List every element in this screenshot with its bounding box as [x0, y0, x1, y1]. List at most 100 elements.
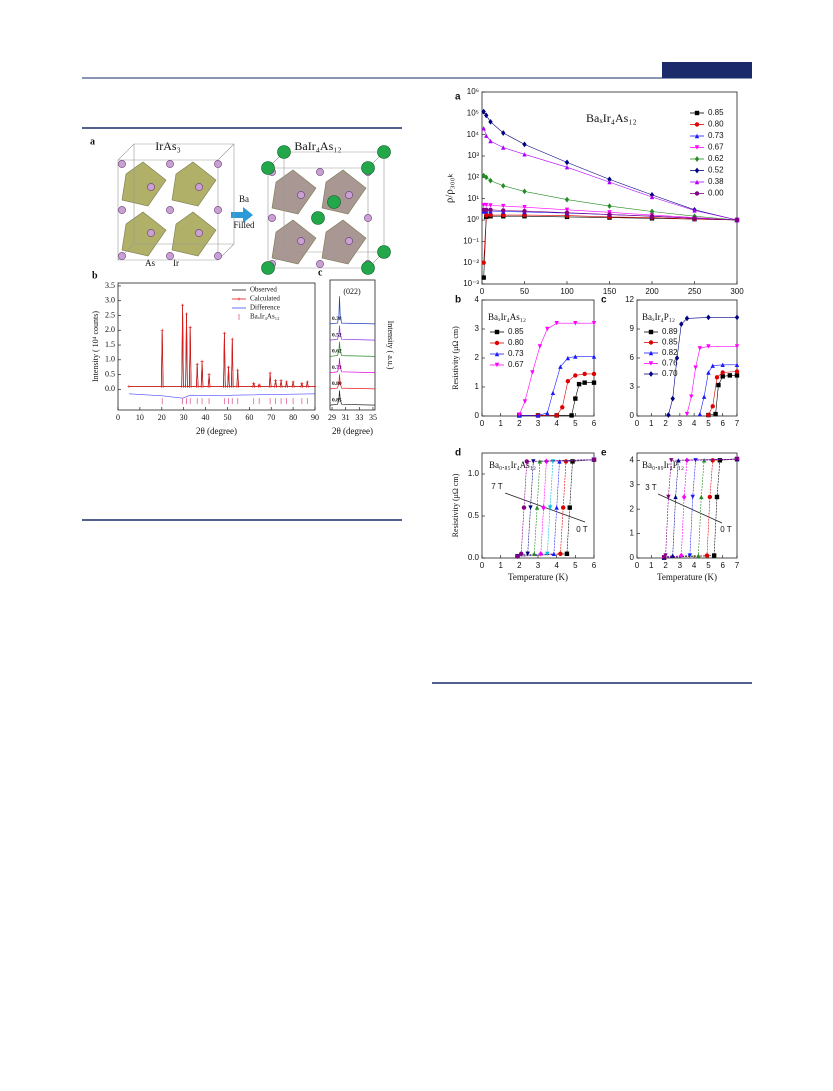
x-tick-label: 50	[223, 413, 231, 422]
marker	[545, 551, 550, 556]
marker	[481, 275, 486, 280]
marker	[607, 210, 612, 215]
marker	[689, 394, 694, 399]
series-line	[483, 175, 738, 221]
x-tick-label: 2	[663, 419, 668, 428]
marker	[547, 505, 553, 510]
x-tick-label: 10	[136, 413, 144, 422]
marker	[693, 365, 698, 370]
legend-marker	[694, 110, 700, 116]
series-line	[128, 305, 315, 387]
atom-ba	[377, 145, 391, 159]
marker	[714, 375, 720, 380]
atom-ba	[327, 195, 341, 209]
atom-as	[297, 237, 305, 245]
marker	[484, 212, 489, 218]
atom-ba	[361, 261, 375, 275]
marker	[545, 326, 550, 332]
marker	[488, 203, 493, 208]
chart-title: BaₓIr₄As₁₂	[488, 312, 526, 322]
marker	[200, 359, 204, 363]
marker	[252, 381, 256, 385]
marker	[522, 399, 528, 404]
marker	[188, 325, 192, 329]
annotation: 0 T	[720, 525, 732, 534]
atom-as	[364, 214, 372, 222]
marker	[666, 494, 671, 500]
octahedron	[171, 211, 217, 257]
x-tick-label: 35	[369, 413, 377, 422]
x-axis-label: Temperature (K)	[508, 572, 568, 582]
marker	[300, 381, 304, 385]
marker	[501, 145, 506, 150]
marker	[684, 315, 690, 322]
marker	[189, 384, 193, 388]
legend-label: 0.62	[708, 154, 724, 163]
marker	[714, 494, 720, 500]
atom-ba	[261, 261, 275, 275]
y-tick-label: 3.5	[105, 281, 115, 290]
marker	[710, 458, 715, 463]
marker	[564, 551, 570, 556]
marker	[560, 405, 565, 410]
marker	[301, 384, 305, 388]
legend-label: 0.80	[708, 120, 724, 129]
x-tick-label: 60	[245, 413, 253, 422]
series-line	[329, 357, 376, 373]
marker	[544, 458, 549, 465]
x-tick-label: 200	[645, 287, 659, 296]
x-tick-label: 6	[720, 419, 725, 428]
marker	[554, 413, 559, 418]
marker	[501, 203, 506, 209]
marker	[227, 365, 231, 369]
arrow-label: Filled	[233, 220, 255, 230]
series-line	[483, 204, 738, 221]
panel-label: a	[455, 92, 461, 103]
y-tick-label: 0	[475, 411, 480, 420]
marker	[591, 354, 597, 359]
atom-as	[297, 191, 305, 199]
marker	[670, 395, 675, 402]
atom-ba	[277, 145, 291, 159]
x-tick-label: 4	[554, 561, 559, 570]
x-tick-label: 3	[536, 561, 541, 570]
marker	[195, 362, 199, 366]
arrow-label: Ba	[239, 194, 249, 204]
chart-title: Ba₀.₈₉Ir₄P₁₂	[642, 460, 684, 470]
marker	[649, 194, 655, 200]
marker	[734, 314, 740, 321]
series-line	[519, 322, 594, 415]
legend-marker	[648, 329, 654, 335]
x-tick-label: 80	[289, 413, 297, 422]
marker	[522, 204, 527, 210]
marker	[522, 208, 527, 214]
x-tick-label: 5	[706, 419, 711, 428]
legend-marker	[694, 145, 700, 150]
marker	[551, 551, 557, 556]
marker	[710, 404, 715, 409]
structure-title: IrAs₃	[155, 139, 181, 153]
legend-label: 0.89	[662, 327, 678, 336]
marker	[481, 260, 486, 265]
y-tick-label: 0.0	[468, 553, 480, 562]
x-tick-label: 2	[663, 561, 668, 570]
marker	[564, 164, 570, 170]
y-tick-label: 4	[630, 455, 635, 464]
x-tick-label: 5	[573, 561, 578, 570]
legend-label: 0.85	[662, 338, 678, 347]
y-tick-label: 10³	[467, 151, 479, 160]
curve-label: 0.62	[332, 349, 342, 355]
panel-label: b	[455, 295, 461, 306]
marker	[268, 371, 272, 375]
marker	[488, 207, 493, 213]
marker	[558, 551, 563, 556]
legend-marker	[648, 361, 654, 366]
marker	[535, 413, 541, 418]
atom-as	[316, 168, 324, 176]
x-tick-label: 2	[517, 561, 522, 570]
marker	[734, 217, 740, 223]
marker	[501, 130, 506, 136]
marker	[484, 112, 489, 119]
x-tick-label: 250	[688, 287, 702, 296]
